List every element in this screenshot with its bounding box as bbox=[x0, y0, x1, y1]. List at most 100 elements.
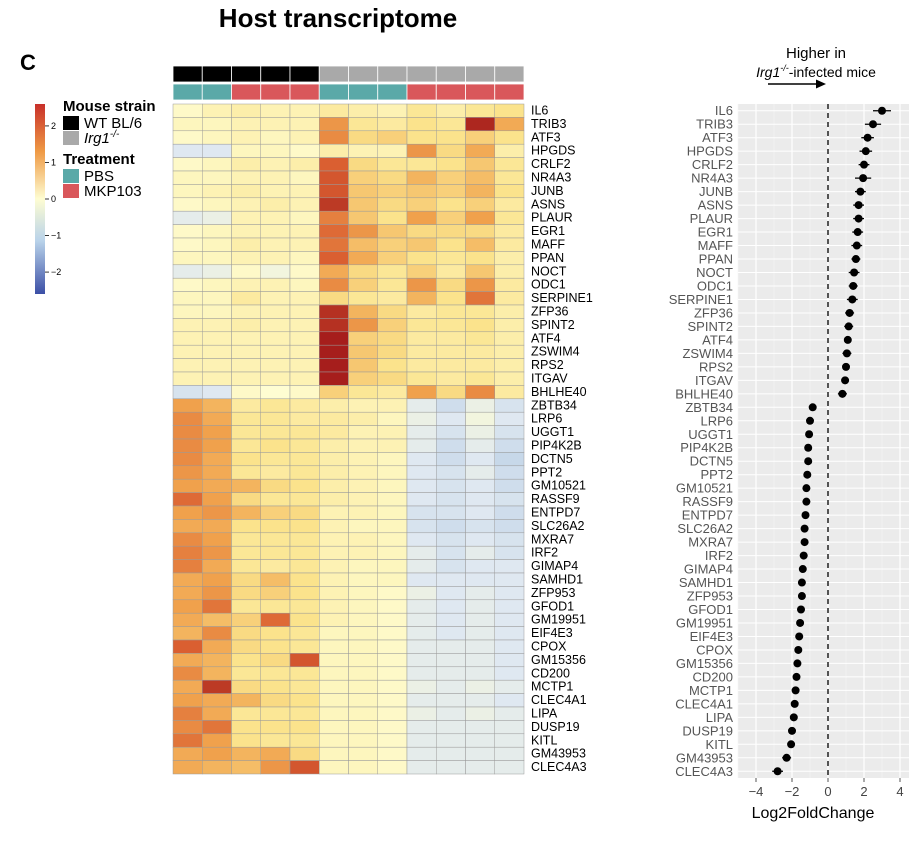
heatmap-cell bbox=[348, 478, 378, 493]
heatmap-cell bbox=[406, 411, 437, 426]
colorbar-tick-label: 2 bbox=[51, 121, 56, 131]
fc-point bbox=[802, 484, 811, 493]
fc-point bbox=[878, 106, 886, 115]
heatmap-cell bbox=[348, 572, 378, 587]
heatmap-cell bbox=[231, 277, 261, 292]
heatmap-cell bbox=[202, 492, 232, 507]
heatmap-cell bbox=[436, 143, 466, 158]
heatmap-cell bbox=[231, 465, 261, 480]
heatmap-cell bbox=[231, 331, 261, 346]
heatmap-cell bbox=[172, 251, 203, 266]
heatmap-cell bbox=[172, 143, 203, 158]
strain-cell bbox=[465, 65, 496, 83]
heatmap-cell bbox=[436, 492, 466, 507]
fc-point bbox=[859, 174, 868, 183]
heatmap-cell bbox=[406, 720, 437, 735]
heatmap-cell bbox=[465, 532, 495, 547]
heatmap-cell bbox=[319, 746, 349, 761]
legend-strain-title: Mouse strain bbox=[63, 98, 156, 115]
heatmap-cell bbox=[319, 277, 349, 292]
heatmap-cell bbox=[348, 532, 378, 547]
heatmap-cell bbox=[260, 612, 291, 627]
heatmap-cell bbox=[319, 519, 349, 534]
heatmap-cell bbox=[406, 184, 437, 199]
heatmap-cell bbox=[289, 639, 320, 654]
legend-irg1-swatch bbox=[63, 131, 79, 145]
heatmap-cell bbox=[377, 532, 408, 547]
heatmap-cell bbox=[172, 411, 203, 426]
heatmap-cell bbox=[465, 586, 495, 601]
fc-gene-label: ZFP36 bbox=[694, 305, 733, 320]
heatmap-cell bbox=[319, 465, 349, 480]
heatmap-cell bbox=[377, 545, 408, 560]
heatmap-cell bbox=[319, 331, 349, 346]
heatmap-gene-label: ZBTB34 bbox=[531, 398, 577, 412]
heatmap-cell bbox=[260, 291, 291, 306]
heatmap-cell bbox=[377, 653, 408, 668]
heatmap-gene-label: ITGAV bbox=[531, 371, 568, 385]
heatmap-cell bbox=[172, 170, 203, 185]
strain-cell bbox=[172, 65, 203, 83]
heatmap-cell bbox=[348, 237, 378, 252]
heatmap-gene-label: BHLHE40 bbox=[531, 385, 587, 399]
heatmap-cell bbox=[494, 465, 525, 480]
heatmap-cell bbox=[289, 170, 320, 185]
fc-gene-label: MCTP1 bbox=[689, 683, 733, 698]
heatmap-cell bbox=[172, 385, 203, 400]
heatmap-cell bbox=[406, 157, 437, 172]
heatmap-cell bbox=[406, 612, 437, 627]
strain-cell bbox=[406, 65, 437, 83]
heatmap-cell bbox=[202, 103, 232, 118]
heatmap-cell bbox=[377, 425, 408, 440]
heatmap-cell bbox=[348, 184, 378, 199]
fc-gene-label: ZBTB34 bbox=[685, 400, 733, 415]
fc-point bbox=[856, 187, 865, 196]
heatmap-cell bbox=[260, 639, 291, 654]
heatmap-gene-label: SERPINE1 bbox=[531, 291, 593, 305]
heatmap-cell bbox=[436, 358, 466, 373]
heatmap-cell bbox=[436, 438, 466, 453]
fc-annotation-line2: Irg1-/--infected mice bbox=[756, 63, 876, 80]
treatment-cell bbox=[435, 83, 466, 101]
heatmap-cell bbox=[348, 559, 378, 574]
heatmap-cell bbox=[289, 197, 320, 212]
heatmap-cell bbox=[436, 626, 466, 641]
heatmap-cell bbox=[406, 237, 437, 252]
heatmap-cell bbox=[377, 277, 408, 292]
heatmap-gene-label: PIP4K2B bbox=[531, 438, 582, 452]
heatmap-cell bbox=[377, 572, 408, 587]
heatmap-cell bbox=[406, 291, 437, 306]
heatmap-cell bbox=[319, 452, 349, 467]
heatmap-cell bbox=[260, 264, 291, 279]
heatmap-cell bbox=[406, 358, 437, 373]
heatmap-cell bbox=[289, 545, 320, 560]
heatmap-cell bbox=[172, 398, 203, 413]
heatmap-cell bbox=[289, 478, 320, 493]
heatmap-cell bbox=[202, 452, 232, 467]
heatmap-cell bbox=[377, 371, 408, 386]
heatmap-cell bbox=[348, 760, 378, 775]
heatmap-gene-label: MCTP1 bbox=[531, 680, 573, 694]
heatmap-cell bbox=[231, 251, 261, 266]
heatmap-cell bbox=[319, 653, 349, 668]
heatmap-cell bbox=[348, 666, 378, 681]
heatmap-cell bbox=[231, 505, 261, 520]
heatmap-cell bbox=[406, 331, 437, 346]
heatmap-cell bbox=[289, 103, 320, 118]
heatmap-cell bbox=[231, 760, 261, 775]
heatmap-cell bbox=[260, 251, 291, 266]
heatmap-cell bbox=[377, 465, 408, 480]
heatmap-cell bbox=[377, 210, 408, 225]
heatmap-cell bbox=[377, 626, 408, 641]
legend-irg1-label: Irg1-/- bbox=[84, 129, 120, 147]
fc-point bbox=[800, 524, 809, 533]
fc-gene-label: CD200 bbox=[693, 669, 733, 684]
heatmap-cell bbox=[465, 184, 495, 199]
heatmap-cell bbox=[406, 746, 437, 761]
fc-gene-label: CLEC4A3 bbox=[675, 764, 733, 779]
fc-point bbox=[869, 120, 877, 129]
heatmap-cell bbox=[377, 438, 408, 453]
fc-gene-label: LRP6 bbox=[700, 413, 733, 428]
heatmap-cell bbox=[348, 117, 378, 132]
heatmap-cell bbox=[436, 237, 466, 252]
